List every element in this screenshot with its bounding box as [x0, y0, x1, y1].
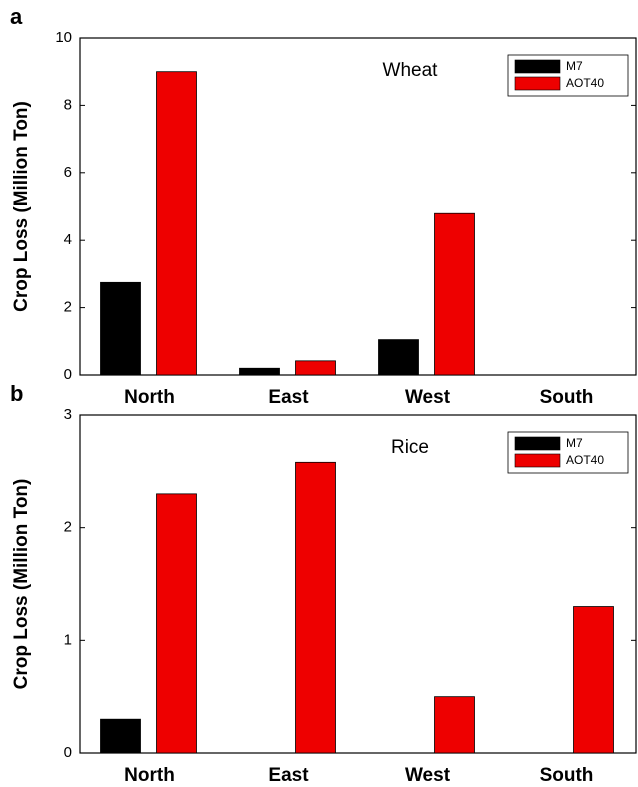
x-tick-label: West	[405, 387, 451, 408]
bar	[156, 71, 197, 376]
bar	[434, 212, 475, 376]
y-axis-label: Crop Loss (Million Ton)	[11, 479, 32, 690]
y-tick-label: 0	[64, 744, 72, 761]
legend-label: AOT40	[566, 453, 604, 467]
y-tick-label: 6	[64, 164, 72, 181]
bar	[434, 696, 475, 754]
bar	[239, 367, 280, 376]
bar	[573, 606, 614, 754]
panel-label: b	[10, 381, 23, 406]
y-tick-label: 8	[64, 96, 72, 113]
x-tick-label: South	[540, 387, 594, 408]
legend-swatch	[514, 59, 561, 74]
bar	[295, 461, 336, 754]
panel-label: a	[10, 4, 23, 29]
y-tick-label: 2	[64, 519, 72, 536]
legend-label: M7	[566, 59, 583, 73]
x-tick-label: North	[124, 387, 175, 408]
legend-label: AOT40	[566, 76, 604, 90]
y-tick-label: 3	[64, 406, 72, 423]
y-tick-label: 1	[64, 631, 72, 648]
bar	[100, 718, 141, 754]
bar	[295, 360, 336, 376]
legend-swatch	[514, 453, 561, 468]
chart-title: Wheat	[383, 60, 439, 81]
x-tick-label: West	[405, 765, 451, 786]
bar	[100, 281, 141, 376]
x-tick-label: North	[124, 765, 175, 786]
bar	[378, 339, 419, 376]
y-tick-label: 0	[64, 366, 72, 383]
legend-label: M7	[566, 436, 583, 450]
y-tick-label: 2	[64, 299, 72, 316]
x-tick-label: South	[540, 765, 594, 786]
plot-frame	[79, 414, 637, 754]
x-tick-label: East	[268, 387, 309, 408]
bar	[156, 493, 197, 754]
legend-swatch	[514, 436, 561, 451]
y-tick-label: 10	[55, 29, 72, 46]
y-tick-label: 4	[64, 231, 72, 248]
y-axis-label: Crop Loss (Million Ton)	[11, 101, 32, 312]
x-tick-label: East	[268, 765, 309, 786]
chart-title: Rice	[391, 437, 429, 458]
plot-frame	[79, 37, 637, 376]
legend-swatch	[514, 76, 561, 91]
